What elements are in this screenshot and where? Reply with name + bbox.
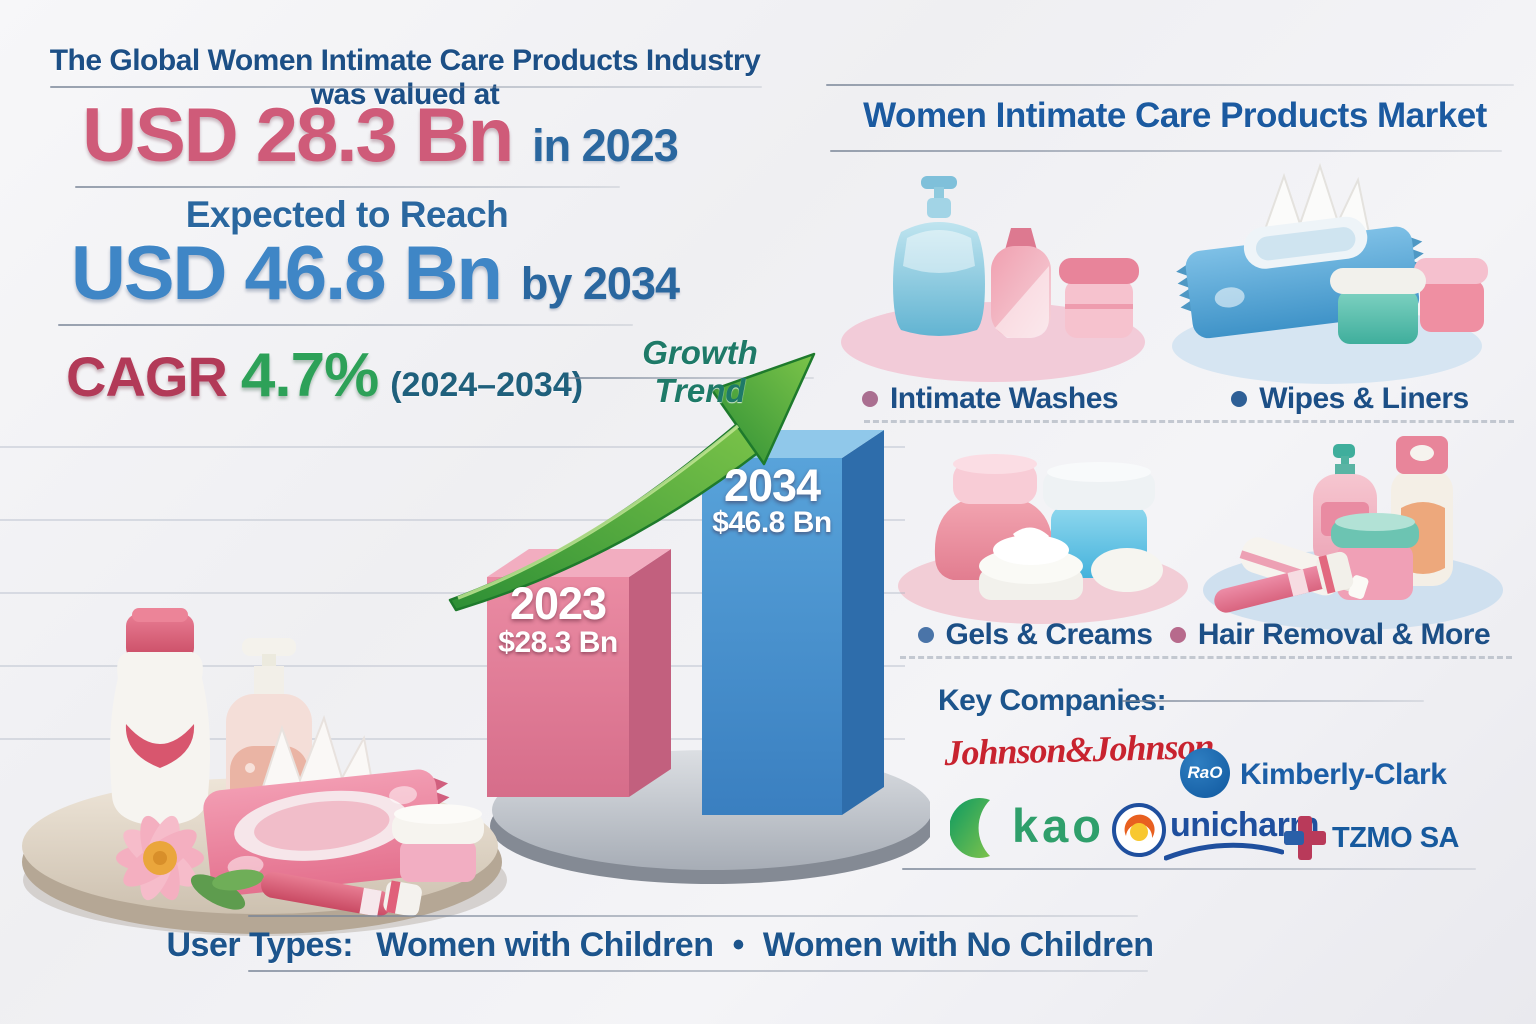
kao-logo: kao [1012, 799, 1105, 852]
category-hair-removal: Hair Removal & More [1169, 618, 1491, 652]
tzmo-logo: TZMO SA [1332, 822, 1460, 854]
user-type-1: Women with Children [376, 926, 714, 964]
divider [248, 915, 1138, 917]
cream-jar-icon [392, 804, 484, 882]
product-platter-illustration [22, 608, 507, 936]
unicharm-emblem-icon [1112, 803, 1166, 857]
cagr-value: 4.7% [240, 341, 379, 410]
unicharm-swoosh-icon [1164, 842, 1284, 861]
divider [830, 150, 1502, 152]
flower-icon [116, 815, 264, 910]
kimberly-clark-logo: Kimberly-Clark [1240, 758, 1447, 791]
growth-bar-chart [448, 352, 930, 884]
kimberly-clark-badge-icon: RaO [1180, 748, 1230, 798]
category-intimate-washes: Intimate Washes [850, 382, 1130, 416]
bullet-icon [1169, 627, 1186, 643]
user-types-label: User Types: [166, 926, 354, 964]
wipes-pack-icon [203, 769, 454, 896]
category-wipes-liners: Wipes & Liners [1200, 382, 1500, 416]
value-2034-suffix: by 2034 [520, 258, 680, 309]
bar-2034 [702, 430, 884, 815]
divider [58, 324, 633, 326]
bar-2023-value: $28.3 Bn [498, 626, 618, 659]
intimate-washes-illustration [841, 176, 1145, 382]
growth-trend-label: Growth Trend [642, 334, 758, 409]
divider [50, 86, 762, 88]
bar-2023-year: 2023 [509, 578, 607, 629]
gridline [0, 446, 905, 448]
gridline [0, 665, 905, 667]
cagr-period: (2024–2034) [390, 366, 584, 404]
divider [248, 970, 1148, 972]
cagr-row: CAGR 4.7% (2024–2034) [66, 340, 583, 411]
divider [1122, 700, 1424, 702]
wipes-liners-illustration [1172, 162, 1488, 384]
bullet-icon [1231, 391, 1248, 407]
growth-trend-underline [568, 377, 814, 379]
category-gels-creams: Gels & Creams [905, 618, 1165, 652]
bar-2034-year: 2034 [723, 460, 821, 511]
pump-bottle-icon [893, 176, 985, 336]
bullet-icon [917, 627, 934, 643]
cagr-label: CAGR [66, 345, 228, 408]
teal-jar-icon [1330, 268, 1426, 344]
wash-bottle-icon [991, 228, 1051, 338]
expected-to-reach-label: Expected to Reach [185, 194, 509, 235]
white-bottle-icon [110, 608, 210, 826]
user-type-2: Women with No Children [762, 926, 1154, 964]
cream-dollop-icon [979, 527, 1163, 600]
tzmo-cross-icon [1284, 816, 1326, 860]
bar-2034-value: $46.8 Bn [712, 506, 832, 539]
gels-creams-illustration [898, 454, 1188, 624]
gridline [0, 738, 905, 740]
divider [902, 868, 1476, 870]
cream-jar-icon [1059, 258, 1139, 338]
divider [826, 84, 1514, 86]
value-2023-row: USD 28.3 Bn in 2023 [30, 92, 730, 179]
razor-icon [261, 872, 422, 917]
value-2034: USD 46.8 Bn [70, 231, 503, 316]
value-2023-suffix: in 2023 [532, 120, 679, 171]
pink-jar-icon [1414, 258, 1488, 332]
bullet-icon [861, 391, 878, 407]
value-2023: USD 28.3 Bn [82, 93, 514, 178]
headline-intro: The Global Women Intimate Care Products … [49, 44, 761, 111]
gridline [0, 519, 905, 521]
dashed-divider [864, 420, 1514, 423]
value-2034-row: USD 46.8 Bn by 2034 [25, 230, 725, 317]
johnson-johnson-logo: Johnson&Johnson [943, 725, 1215, 774]
razor-icon [1214, 551, 1354, 613]
gridline [0, 592, 905, 594]
separator-dot: • [732, 926, 744, 964]
divider [75, 186, 620, 188]
dashed-divider [900, 656, 1512, 659]
kao-crescent-icon [950, 798, 990, 858]
market-panel-title: Women Intimate Care Products Market [863, 96, 1487, 135]
hair-removal-illustration [1203, 436, 1503, 630]
user-types-line: User Types: Women with Children • Women … [160, 926, 1160, 965]
growth-arrow-icon [448, 352, 816, 612]
